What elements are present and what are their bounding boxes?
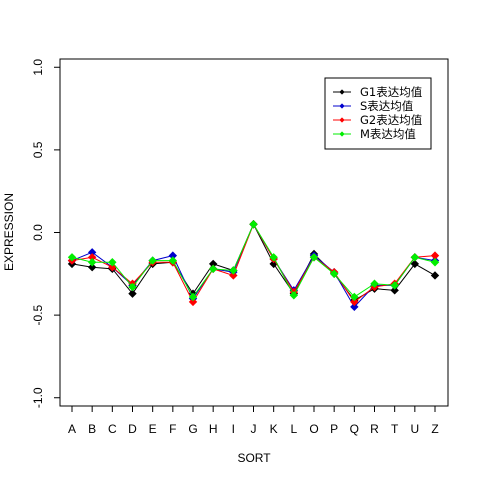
legend-marker — [339, 89, 345, 95]
data-point — [108, 258, 117, 267]
x-tick-label: U — [410, 422, 419, 436]
data-point — [430, 271, 440, 280]
legend-label: G1表达均值 — [360, 85, 423, 99]
legend-label: G2表达均值 — [360, 113, 423, 127]
series-line — [71, 223, 436, 301]
x-tick-label: Z — [431, 422, 438, 436]
data-point — [87, 258, 97, 267]
legend-marker — [339, 131, 345, 137]
data-point — [188, 297, 198, 307]
data-point — [350, 292, 359, 302]
data-point — [410, 259, 420, 269]
data-point — [249, 220, 258, 229]
data-point — [128, 282, 137, 292]
x-tick-label: C — [108, 422, 117, 436]
x-tick-label: A — [68, 422, 76, 436]
x-tick-label: R — [370, 422, 379, 436]
x-tick-label: E — [149, 422, 157, 436]
legend-box — [324, 77, 432, 150]
y-tick-label: 1.0 — [31, 59, 45, 76]
x-tick-label: L — [290, 422, 297, 436]
x-tick-label: H — [209, 422, 218, 436]
series-line — [71, 223, 436, 303]
x-tick-label: G — [188, 422, 197, 436]
y-tick-label: 0.0 — [31, 224, 45, 241]
data-point — [229, 266, 238, 275]
y-axis: -1.0 -0.5 0.0 0.5 1.0 — [31, 59, 60, 408]
data-point — [390, 286, 399, 295]
data-point — [208, 259, 218, 269]
data-point — [229, 271, 238, 280]
x-tick-label: J — [251, 422, 257, 436]
x-tick-label: D — [128, 422, 137, 436]
legend-label: M表达均值 — [360, 127, 416, 141]
data-point — [370, 279, 379, 288]
legend-marker — [339, 117, 345, 123]
data-point — [87, 263, 97, 272]
data-point — [329, 269, 339, 279]
data-point — [350, 302, 359, 312]
data-point — [269, 253, 278, 262]
data-point — [188, 292, 198, 302]
series-1 — [67, 220, 440, 312]
data-point — [148, 256, 157, 265]
data-point — [410, 253, 420, 262]
data-point — [87, 248, 97, 257]
y-axis-label: EXPRESSION — [2, 193, 16, 271]
x-tick-label: F — [169, 422, 176, 436]
x-tick-label: Q — [350, 422, 359, 436]
y-tick-label: -1.0 — [31, 387, 45, 408]
x-tick-label: P — [330, 422, 338, 436]
x-axis-label: SORT — [237, 451, 271, 465]
x-tick-label: K — [270, 422, 278, 436]
y-tick-label: -0.5 — [31, 304, 45, 325]
legend-label: S表达均值 — [360, 99, 414, 113]
data-point — [430, 258, 440, 267]
data-point — [168, 251, 178, 260]
series-layer — [67, 220, 440, 312]
data-point — [309, 253, 319, 262]
data-point — [67, 253, 77, 262]
series-3 — [67, 220, 440, 302]
data-point — [208, 264, 218, 274]
series-line — [71, 223, 436, 308]
data-point — [390, 281, 399, 290]
x-tick-label: T — [391, 422, 399, 436]
data-point — [350, 297, 359, 307]
x-tick-label: I — [232, 422, 235, 436]
x-tick-label: B — [88, 422, 96, 436]
data-point — [87, 253, 97, 262]
x-tick-label: O — [309, 422, 318, 436]
data-point — [430, 251, 440, 260]
y-tick-label: 0.5 — [31, 141, 45, 158]
data-point — [168, 256, 178, 265]
series-0 — [67, 220, 440, 305]
series-2 — [67, 220, 440, 307]
data-point — [289, 291, 299, 300]
legend-marker — [339, 103, 345, 109]
data-point — [128, 289, 137, 298]
